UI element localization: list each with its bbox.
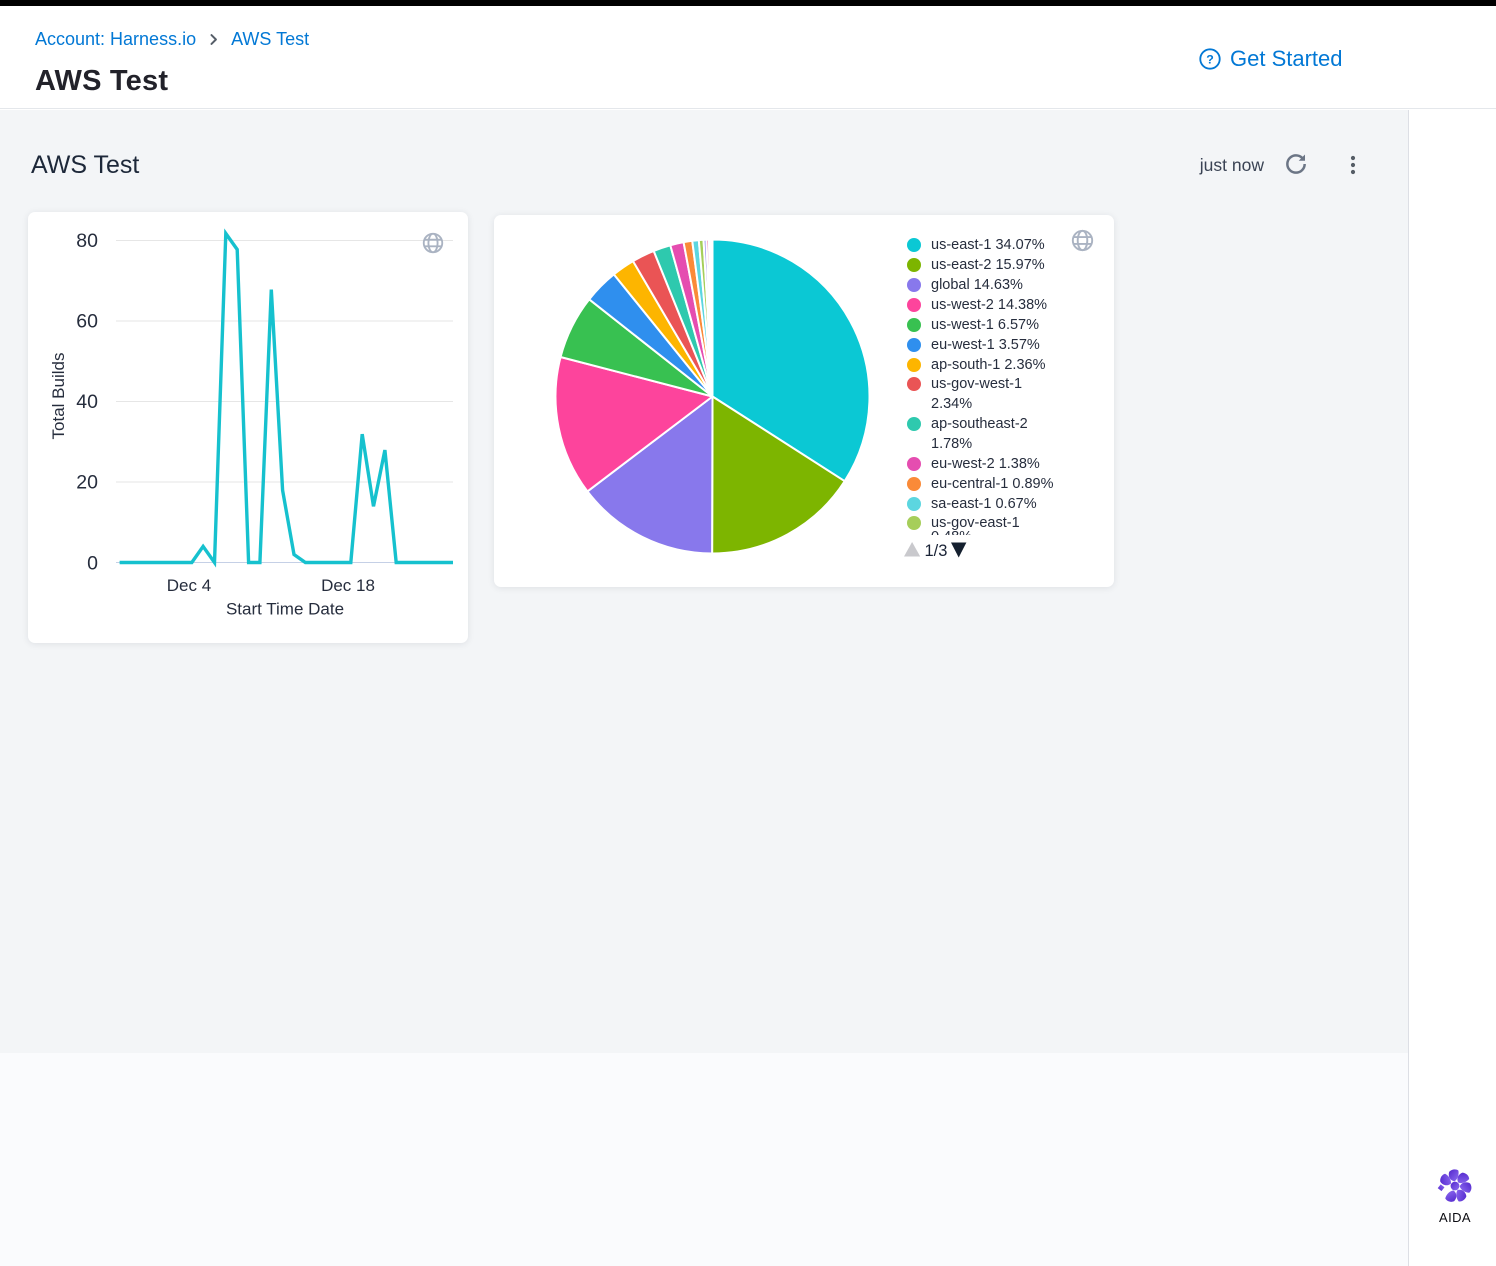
- svg-text:80: 80: [76, 230, 98, 252]
- svg-text:1/3: 1/3: [925, 542, 948, 558]
- svg-text:Start Time Date: Start Time Date: [226, 600, 344, 619]
- svg-text:60: 60: [76, 311, 98, 333]
- svg-text:Total Builds: Total Builds: [49, 353, 68, 440]
- svg-text:40: 40: [76, 391, 98, 413]
- svg-text:Dec 18: Dec 18: [321, 576, 375, 595]
- svg-text:?: ?: [1206, 52, 1214, 66]
- svg-text:20: 20: [76, 472, 98, 494]
- svg-text:0: 0: [87, 553, 98, 575]
- svg-text:Dec 4: Dec 4: [167, 576, 211, 595]
